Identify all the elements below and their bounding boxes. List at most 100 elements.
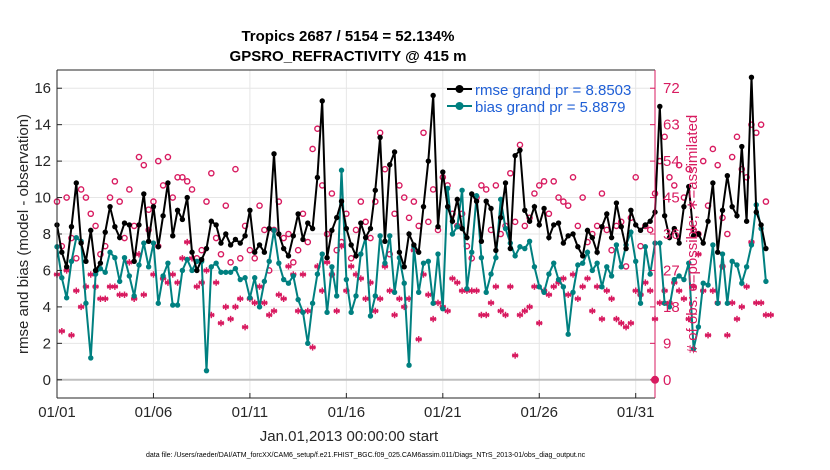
rmse-point xyxy=(584,227,591,234)
bias-point xyxy=(252,275,258,281)
bias-point xyxy=(739,280,745,286)
assimilated-obs-marker xyxy=(217,319,225,327)
bias-point xyxy=(324,309,330,316)
possible-obs-marker xyxy=(632,174,640,181)
rmse-point xyxy=(743,218,750,224)
assimilated-obs-marker xyxy=(507,283,514,290)
possible-obs-marker xyxy=(540,178,548,185)
bias-series xyxy=(54,167,769,374)
bias-point xyxy=(647,271,653,277)
possible-obs-marker xyxy=(738,165,746,173)
assimilated-obs-marker xyxy=(203,267,210,274)
rmse-point xyxy=(242,233,248,239)
data-file-footnote: data file: /Users/raeder/DAI/ATM_forcXX/… xyxy=(146,452,586,459)
rmse-point xyxy=(710,180,716,186)
possible-obs-marker xyxy=(535,182,543,189)
rmse-point xyxy=(155,244,161,250)
possible-obs-marker xyxy=(608,246,615,254)
bias-point xyxy=(526,238,533,244)
rmse-point xyxy=(353,253,359,259)
bias-point xyxy=(59,275,65,281)
rmse-point xyxy=(387,162,393,168)
rmse-point xyxy=(92,267,99,274)
assimilated-obs-marker xyxy=(280,295,287,302)
rmse-point xyxy=(150,203,157,210)
assimilated-obs-marker xyxy=(58,327,66,335)
assimilated-obs-marker xyxy=(454,279,461,286)
rmse-point xyxy=(256,242,263,248)
possible-obs-marker xyxy=(77,186,85,193)
bias-point xyxy=(686,260,692,266)
bias-point xyxy=(444,185,451,192)
assimilated-obs-marker xyxy=(487,299,495,307)
possible-obs-marker xyxy=(164,153,172,161)
rmse-point xyxy=(116,234,123,241)
rmse-point xyxy=(367,225,374,232)
assimilated-obs-marker xyxy=(589,307,596,315)
bias-point xyxy=(401,280,407,286)
possible-obs-marker xyxy=(666,174,673,181)
bias-point xyxy=(469,249,475,255)
possible-obs-marker xyxy=(492,182,500,189)
rmse-point xyxy=(309,225,316,232)
assimilated-obs-marker xyxy=(270,307,278,315)
possible-obs-marker xyxy=(661,133,668,141)
rmse-point xyxy=(285,253,292,259)
rmse-point xyxy=(440,169,446,175)
assimilated-obs-marker xyxy=(212,279,220,286)
rmse-point xyxy=(145,238,152,244)
bias-point xyxy=(425,258,432,265)
legend-rmse-marker xyxy=(455,85,464,93)
possible-obs-marker xyxy=(198,246,205,254)
rmse-point xyxy=(526,218,533,224)
assimilated-obs-marker xyxy=(126,259,133,266)
possible-obs-marker xyxy=(154,157,162,165)
assimilated-obs-marker xyxy=(193,283,201,290)
rmse-point xyxy=(637,227,644,234)
rmse-point xyxy=(604,211,610,217)
right-tick-label: 0 xyxy=(663,372,671,389)
possible-obs-marker xyxy=(646,226,654,234)
rmse-point xyxy=(714,249,721,255)
rmse-point xyxy=(729,203,735,210)
right-tick-label: 63 xyxy=(663,117,680,134)
rmse-point xyxy=(647,218,653,224)
rmse-point xyxy=(102,229,108,235)
x-tick-label: 01/01 xyxy=(38,404,76,421)
rmse-point xyxy=(170,233,176,239)
rmse-point xyxy=(618,224,624,230)
assimilated-obs-marker xyxy=(497,307,504,315)
rmse-line xyxy=(56,77,767,274)
rmse-point xyxy=(623,245,629,252)
bias-point xyxy=(743,264,750,270)
possible-obs-marker xyxy=(92,222,99,230)
rmse-point xyxy=(734,213,740,219)
bias-point xyxy=(608,273,615,279)
bias-point xyxy=(266,258,272,265)
bias-point xyxy=(555,276,562,283)
rmse-point xyxy=(362,234,369,241)
rmse-point xyxy=(493,247,499,254)
rmse-point xyxy=(753,209,759,215)
bias-point xyxy=(227,269,234,275)
bias-point xyxy=(343,276,350,283)
bias-point xyxy=(478,254,485,261)
assimilated-obs-marker xyxy=(68,332,75,339)
possible-obs-marker xyxy=(420,129,427,137)
rmse-point xyxy=(719,207,726,214)
bias-point xyxy=(256,304,263,310)
bias-point xyxy=(208,264,215,270)
bias-point xyxy=(599,284,605,290)
possible-obs-marker xyxy=(598,190,606,197)
rmse-point xyxy=(319,98,325,104)
possible-obs-marker xyxy=(685,165,693,173)
rmse-point xyxy=(252,249,258,255)
possible-obs-marker xyxy=(405,214,413,222)
bias-point xyxy=(377,233,383,239)
y-tick-label: 4 xyxy=(43,299,51,316)
bias-point xyxy=(314,271,321,277)
possible-obs-marker xyxy=(357,198,365,205)
rmse-point xyxy=(570,231,576,237)
bias-point xyxy=(141,240,147,246)
